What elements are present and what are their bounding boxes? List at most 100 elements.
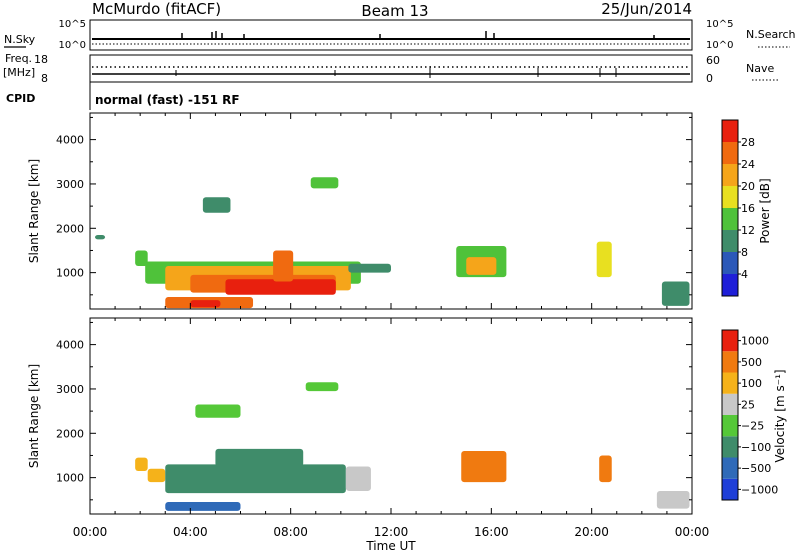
power-scatter-region — [661, 281, 690, 306]
velocity-panel: 1000 2000 3000 4000 Slant Range [km] 1000 50… — [27, 317, 787, 515]
power-panel: 1000 2000 3000 4000 Slant Range [km] 4 8 12 16… — [27, 112, 772, 310]
velocity-ytick-label: 2000 — [56, 427, 84, 440]
time-tick-label: 20:00 — [574, 525, 609, 539]
power-colorbar: 4 8 12 16 20 24 28 — [721, 119, 755, 297]
velocity-y-axis: 1000 2000 3000 4000 — [56, 318, 693, 514]
velocity-scatter-region — [215, 448, 304, 467]
noise-tick-top-right: 10^5 — [706, 19, 733, 30]
power-ytick-label: 1000 — [56, 267, 84, 280]
freq-label: Freq. — [5, 52, 32, 65]
noise-tick-top-left: 10^5 — [59, 19, 86, 30]
time-tick-label: 12:00 — [374, 525, 409, 539]
velocity-colorbar-swatch — [722, 393, 738, 415]
nsky-label: N.Sky — [4, 33, 36, 46]
cpid-panel: CPID normal (fast) -151 RF — [6, 82, 240, 110]
nave-tick-bottom: 0 — [706, 72, 713, 85]
power-colorbar-swatch — [722, 230, 738, 252]
velocity-scatter-region — [147, 468, 166, 483]
velocity-colorbar-swatch — [722, 436, 738, 458]
velocity-colorbar-tick-label: −500 — [741, 462, 771, 475]
velocity-colorbar-swatch — [722, 478, 738, 500]
velocity-scatter-region — [599, 455, 612, 483]
power-y-axis: 1000 2000 3000 4000 — [56, 113, 693, 309]
velocity-colorbar-swatch — [722, 457, 738, 479]
power-colorbar-swatch — [722, 164, 738, 186]
power-scatter-region — [202, 197, 231, 213]
time-axis: 00:00 04:00 08:00 12:00 16:00 20:00 00:00 — [73, 525, 710, 539]
power-colorbar-tick-label: 8 — [741, 246, 748, 259]
velocity-colorbar-tick-label: −1000 — [741, 483, 778, 496]
power-colorbar-swatch — [722, 274, 738, 296]
power-ytick-label: 2000 — [56, 222, 84, 235]
velocity-colorbar-swatch — [722, 415, 738, 437]
power-colorbar-swatch — [722, 252, 738, 274]
power-colorbar-tick-label: 28 — [741, 136, 755, 149]
power-data-layer — [95, 177, 690, 309]
velocity-scatter-region — [135, 457, 148, 471]
time-tick-label: 04:00 — [173, 525, 208, 539]
time-tick-label: 08:00 — [273, 525, 308, 539]
freq-unit-label: [MHz] — [3, 66, 35, 79]
velocity-scatter-region — [165, 502, 241, 511]
station-title: McMurdo (fitACF) — [92, 0, 221, 18]
freq-nave-panel: Freq. [MHz] 18 8 60 0 Nave — [3, 52, 778, 85]
nsearch-label: N.Search — [746, 28, 796, 41]
power-colorbar-swatch — [722, 142, 738, 164]
noise-tick-bottom-left: 10^0 — [59, 40, 86, 51]
velocity-colorbar-tick-label: 100 — [741, 377, 762, 390]
velocity-colorbar-label: Velocity [m s⁻¹] — [773, 369, 787, 462]
time-tick-label: 00:00 — [675, 525, 710, 539]
power-colorbar-tick-label: 20 — [741, 180, 755, 193]
power-colorbar-tick-label: 12 — [741, 224, 755, 237]
velocity-colorbar: 1000 500 100 25 −25 −100 −500 −1000 — [721, 329, 778, 501]
power-ytick-label: 3000 — [56, 178, 84, 191]
velocity-scatter-region — [195, 404, 241, 418]
power-scatter-region — [273, 250, 294, 282]
freq-tick-top: 18 — [34, 53, 48, 66]
power-scatter-region — [348, 263, 391, 273]
velocity-colorbar-swatch — [722, 372, 738, 394]
power-colorbar-tick-label: 4 — [741, 268, 748, 281]
velocity-colorbar-tick-label: 25 — [741, 398, 755, 411]
velocity-colorbar-tick-label: −25 — [741, 420, 764, 433]
power-colorbar-swatch — [722, 186, 738, 208]
velocity-scatter-region — [461, 451, 507, 483]
velocity-ylabel: Slant Range [km] — [27, 364, 41, 468]
velocity-colorbar-swatch — [722, 351, 738, 373]
date-title: 25/Jun/2014 — [601, 0, 692, 18]
noise-panel: N.Sky 10^5 10^0 10^5 10^0 N.Search — [4, 19, 796, 51]
velocity-colorbar-tick-label: −100 — [741, 441, 771, 454]
power-colorbar-tick-label: 16 — [741, 202, 755, 215]
beam-title: Beam 13 — [361, 2, 428, 20]
power-scatter-region — [596, 241, 612, 278]
cpid-text: normal (fast) -151 RF — [95, 93, 240, 107]
power-ytick-label: 4000 — [56, 134, 84, 147]
time-axis-label: Time UT — [365, 539, 416, 553]
velocity-scatter-region — [165, 464, 346, 494]
time-tick-label: 16:00 — [474, 525, 509, 539]
power-colorbar-swatch — [722, 208, 738, 230]
power-colorbar-swatch — [722, 120, 738, 142]
velocity-colorbar-tick-label: 1000 — [741, 335, 769, 348]
velocity-scatter-region — [345, 466, 371, 491]
freq-tick-bottom: 8 — [41, 72, 48, 85]
power-colorbar-label: Power [dB] — [758, 178, 772, 243]
velocity-scatter-region — [656, 490, 690, 509]
velocity-colorbar-tick-label: 500 — [741, 356, 762, 369]
power-scatter-region — [466, 257, 497, 275]
power-colorbar-tick-label: 24 — [741, 158, 755, 171]
power-scatter-region — [135, 250, 148, 266]
power-scatter-region — [190, 300, 221, 308]
nsky-spikes — [181, 31, 655, 39]
nave-tick-top: 60 — [706, 54, 720, 67]
power-ylabel: Slant Range [km] — [27, 159, 41, 263]
velocity-colorbar-swatch — [722, 330, 738, 352]
velocity-data-layer — [135, 382, 690, 511]
noise-tick-bottom-right: 10^0 — [706, 40, 733, 51]
velocity-ytick-label: 3000 — [56, 383, 84, 396]
velocity-colorbar-frame — [721, 329, 739, 501]
velocity-ytick-label: 4000 — [56, 339, 84, 352]
power-scatter-region — [225, 279, 336, 295]
cpid-label: CPID — [6, 92, 35, 105]
